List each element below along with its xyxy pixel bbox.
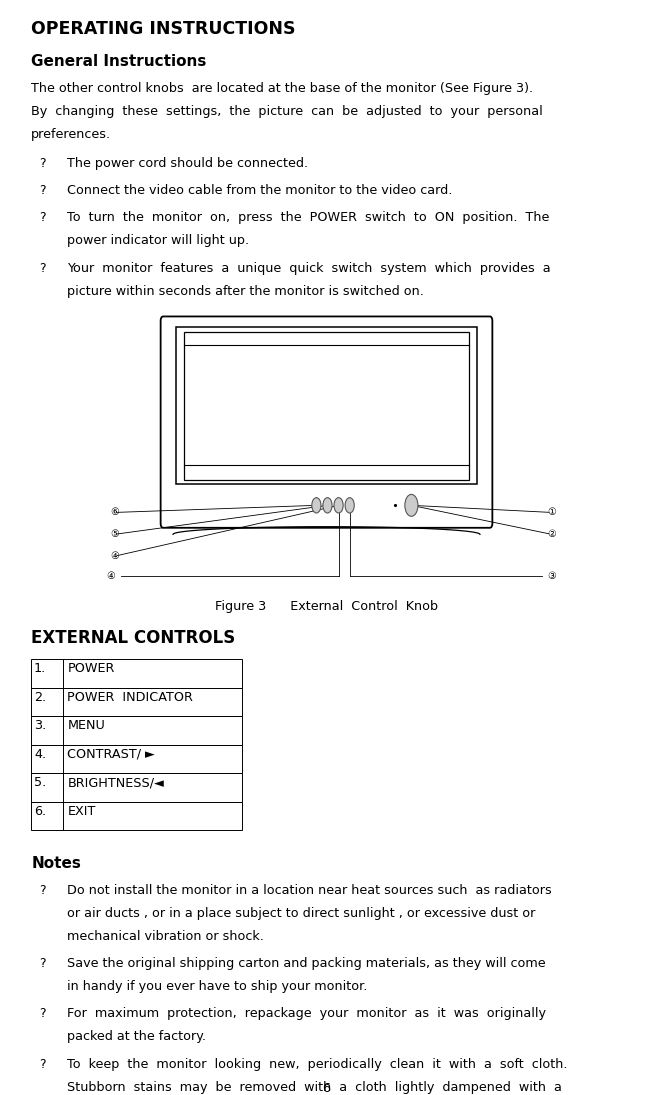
Text: ?: ? [39,157,46,170]
FancyBboxPatch shape [161,316,492,528]
Text: By  changing  these  settings,  the  picture  can  be  adjusted  to  your  perso: By changing these settings, the picture … [31,105,543,118]
Text: POWER  INDICATOR: POWER INDICATOR [67,691,193,704]
Text: POWER: POWER [67,662,115,676]
Text: 2.: 2. [34,691,46,704]
Text: or air ducts , or in a place subject to direct sunlight , or excessive dust or: or air ducts , or in a place subject to … [67,907,535,920]
Bar [31,716,242,745]
Text: Connect the video cable from the monitor to the video card.: Connect the video cable from the monitor… [67,184,452,197]
Text: General Instructions: General Instructions [31,54,207,69]
Text: ?: ? [39,184,46,197]
Text: For  maximum  protection,  repackage  your  monitor  as  it  was  originally: For maximum protection, repackage your m… [67,1007,546,1021]
Text: Save the original shipping carton and packing materials, as they will come: Save the original shipping carton and pa… [67,957,545,970]
Text: CONTRAST/ ►: CONTRAST/ ► [67,748,155,761]
Text: 5.: 5. [34,776,46,789]
Bar [31,773,242,802]
Text: preferences.: preferences. [31,128,112,141]
Text: mechanical vibration or shock.: mechanical vibration or shock. [67,930,263,943]
Bar [176,327,477,484]
Text: ④: ④ [110,551,119,562]
Text: 4.: 4. [34,748,46,761]
Text: ?: ? [39,262,46,275]
Text: 3.: 3. [34,719,46,733]
Circle shape [334,498,343,514]
Circle shape [311,498,321,514]
Text: OPERATING INSTRUCTIONS: OPERATING INSTRUCTIONS [31,20,296,37]
Bar [31,659,242,688]
Text: The power cord should be connected.: The power cord should be connected. [67,157,308,170]
Text: ④: ④ [106,570,116,581]
Text: ②: ② [547,529,556,540]
Text: EXTERNAL CONTROLS: EXTERNAL CONTROLS [31,629,236,646]
Bar [31,688,242,716]
Text: ?: ? [39,957,46,970]
Text: Do not install the monitor in a location near heat sources such  as radiators: Do not install the monitor in a location… [67,884,551,897]
Bar [31,802,242,830]
Text: To  turn  the  monitor  on,  press  the  POWER  switch  to  ON  position.  The: To turn the monitor on, press the POWER … [67,211,549,224]
Text: ③: ③ [547,570,556,581]
Text: ⑤: ⑤ [110,529,119,540]
Text: ①: ① [547,507,556,518]
Text: BRIGHTNESS/◄: BRIGHTNESS/◄ [67,776,164,789]
Text: The other control knobs  are located at the base of the monitor (See Figure 3).: The other control knobs are located at t… [31,82,534,95]
Circle shape [345,498,355,514]
Text: Notes: Notes [31,856,81,872]
Text: power indicator will light up.: power indicator will light up. [67,234,249,247]
Text: EXIT: EXIT [67,805,95,818]
Text: Your  monitor  features  a  unique  quick  switch  system  which  provides  a: Your monitor features a unique quick swi… [67,262,550,275]
Bar [184,332,469,480]
Text: packed at the factory.: packed at the factory. [67,1030,206,1044]
Text: ?: ? [39,211,46,224]
Text: 6: 6 [323,1082,330,1095]
Bar [31,745,242,773]
Text: Stubborn  stains  may  be  removed  with  a  cloth  lightly  dampened  with  a: Stubborn stains may be removed with a cl… [67,1081,562,1094]
Text: 6.: 6. [34,805,46,818]
Text: ?: ? [39,884,46,897]
Text: To  keep  the  monitor  looking  new,  periodically  clean  it  with  a  soft  c: To keep the monitor looking new, periodi… [67,1058,567,1071]
Text: in handy if you ever have to ship your monitor.: in handy if you ever have to ship your m… [67,980,367,993]
Circle shape [323,498,332,514]
Text: picture within seconds after the monitor is switched on.: picture within seconds after the monitor… [67,285,424,298]
Text: 1.: 1. [34,662,46,676]
Text: MENU: MENU [67,719,105,733]
Text: ?: ? [39,1058,46,1071]
Text: ⑥: ⑥ [110,507,119,518]
Text: ?: ? [39,1007,46,1021]
Circle shape [405,495,418,517]
Text: Figure 3      External  Control  Knob: Figure 3 External Control Knob [215,600,438,613]
